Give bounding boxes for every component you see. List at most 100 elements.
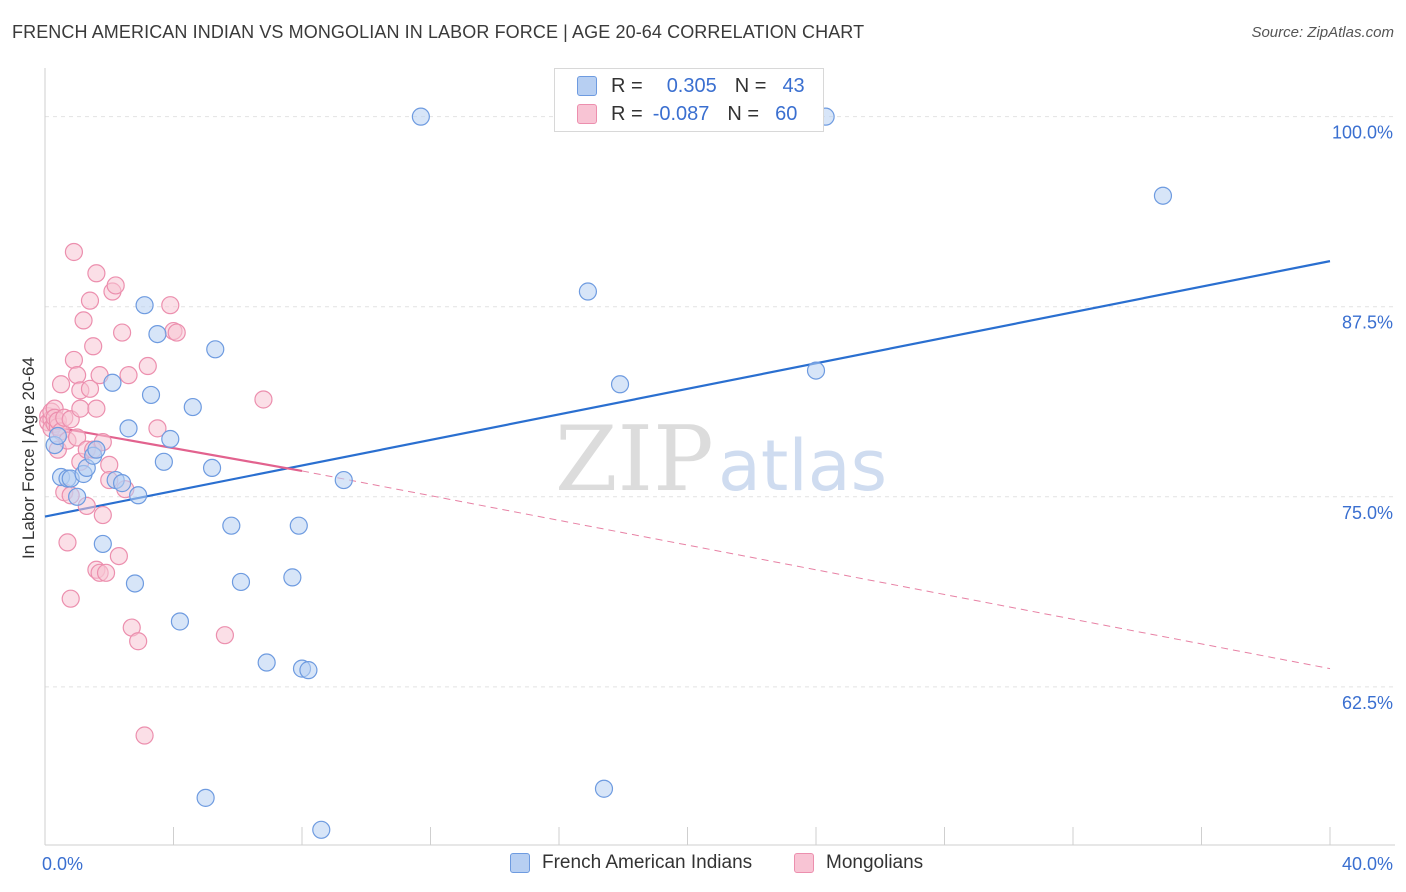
data-point-french-american-indian [202, 458, 222, 478]
data-point-french-american-indian [103, 373, 122, 392]
data-point-mongolian [109, 546, 128, 566]
data-point-mongolian [84, 337, 103, 356]
data-point-french-american-indian [610, 375, 630, 394]
data-point-french-american-indian [334, 470, 353, 490]
data-point-mongolian [106, 276, 125, 295]
data-point-french-american-indian [222, 516, 241, 535]
data-point-mongolian [68, 366, 87, 385]
data-point-mongolian [64, 242, 84, 262]
data-point-french-american-indian [87, 440, 106, 459]
y-axis-label: In Labor Force | Age 20-64 [19, 357, 38, 559]
data-point-mongolian [254, 390, 273, 409]
data-point-mongolian [80, 291, 100, 310]
data-point-french-american-indian [148, 324, 167, 344]
y-tick-labels: 100.0% 87.5% 75.0% 62.5% [1332, 123, 1393, 713]
data-point-mongolian [61, 589, 80, 608]
data-point-french-american-indian [141, 385, 161, 405]
data-point-french-american-indian [289, 516, 308, 535]
data-point-french-american-indian [806, 361, 826, 380]
legend-swatch-blue [510, 853, 530, 873]
data-point-french-american-indian [231, 572, 251, 592]
data-point-french-american-indian [257, 653, 276, 672]
data-point-mongolian [215, 626, 234, 645]
data-point-french-american-indian [154, 452, 173, 471]
legend-item-french-american-indians[interactable]: French American Indians [510, 852, 752, 874]
n-label: N = [734, 74, 767, 97]
data-point-french-american-indian [125, 574, 145, 593]
chart-title: FRENCH AMERICAN INDIAN VS MONGOLIAN IN L… [12, 22, 865, 42]
r-label: R = [611, 102, 643, 125]
data-point-french-american-indian [196, 788, 215, 807]
data-point-french-american-indian [283, 568, 302, 587]
y-tick-label: 75.0% [1342, 503, 1393, 523]
chart-source: Source: ZipAtlas.com [1251, 24, 1394, 41]
data-point-mongolian [100, 455, 119, 474]
data-point-mongolian [161, 296, 180, 315]
y-tick-label: 100.0% [1332, 123, 1393, 143]
data-point-mongolian [93, 505, 112, 525]
data-point-mongolian [129, 632, 148, 651]
data-point-mongolian [148, 419, 167, 438]
r-value: 0.305 [666, 74, 717, 97]
data-point-mongolian [71, 399, 90, 418]
data-point-mongolian [51, 375, 71, 394]
data-point-french-american-indian [170, 612, 190, 631]
data-point-mongolian [112, 323, 132, 342]
series-legend: French American Indians Mongolians [0, 850, 1406, 878]
watermark-atlas: atlas [718, 425, 887, 507]
stats-row-french-american-indians: R = 0.305 N = 43 [577, 73, 805, 99]
data-point-mongolian [74, 311, 93, 330]
r-value: -0.087 [652, 102, 710, 125]
data-point-french-american-indian [312, 820, 331, 839]
data-point-french-american-indian [1153, 186, 1173, 205]
data-point-french-american-indian [68, 487, 87, 506]
data-point-mongolian [80, 379, 100, 398]
legend-swatch-pink [794, 853, 814, 873]
data-point-french-american-indian [119, 419, 138, 438]
data-point-french-american-indian [135, 296, 154, 315]
data-point-mongolian [119, 366, 138, 385]
data-point-mongolian [167, 323, 186, 342]
data-point-mongolian [64, 350, 84, 370]
y-tick-label: 62.5% [1342, 693, 1393, 713]
x-tick-label: 0.0% [42, 854, 83, 874]
data-point-mongolian [68, 428, 87, 447]
data-point-french-american-indian [93, 534, 112, 554]
data-point-french-american-indian [112, 474, 132, 493]
x-tick-labels: 0.0% 40.0% [42, 854, 1393, 874]
watermark-zip: ZIP [555, 407, 714, 512]
watermark: ZIP atlas [555, 407, 887, 512]
stats-row-mongolians: R = -0.087 N = 60 [577, 101, 797, 127]
data-point-mongolian [87, 399, 106, 418]
data-point-french-american-indian [161, 429, 180, 449]
data-point-mongolian [58, 533, 77, 552]
trend-lines [44, 260, 1331, 670]
legend-swatch-pink [577, 104, 597, 124]
data-point-french-american-indian [594, 779, 614, 798]
legend-label: Mongolians [826, 852, 924, 873]
gridlines [45, 116, 1395, 688]
y-tick-label: 87.5% [1342, 313, 1393, 333]
trend-line-mongolians-extension [301, 470, 1331, 670]
n-value: 60 [775, 102, 798, 125]
data-point-french-american-indian [129, 486, 148, 505]
n-label: N = [727, 102, 760, 125]
legend-item-mongolians[interactable]: Mongolians [794, 852, 923, 874]
data-point-french-american-indian [578, 282, 598, 301]
legend-swatch-blue [577, 76, 597, 96]
points-french-american-indians [45, 107, 1173, 839]
legend-label: French American Indians [542, 852, 753, 873]
trend-line-mongolians [44, 424, 303, 473]
r-label: R = [611, 74, 643, 97]
data-point-mongolian [135, 726, 154, 745]
data-point-french-american-indian [183, 397, 202, 417]
data-point-french-american-indian [206, 340, 225, 359]
data-point-mongolian [87, 264, 106, 283]
data-point-french-american-indian [48, 426, 67, 446]
data-point-french-american-indian [411, 107, 430, 126]
n-value: 43 [782, 74, 805, 97]
data-point-french-american-indian [299, 661, 318, 680]
axes [44, 68, 1395, 846]
data-point-mongolian [96, 563, 116, 582]
